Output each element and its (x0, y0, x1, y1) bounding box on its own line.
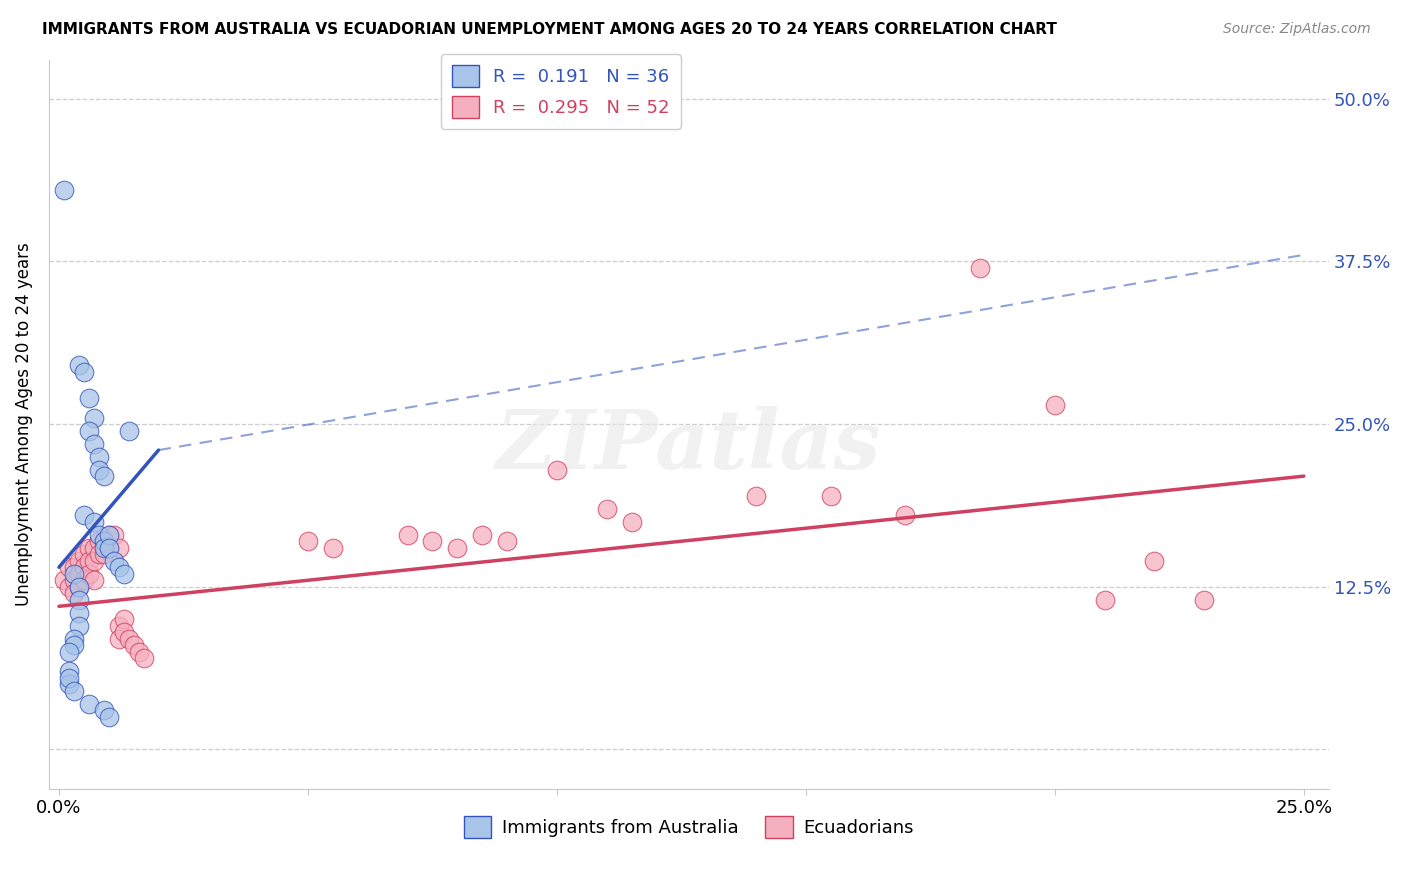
Point (58, 580, 80, 594)
Point (63, 684, 86, 698)
Point (117, 632, 139, 646)
Point (77, 541, 100, 555)
Point (132, 651, 155, 665)
Point (93, 534, 115, 549)
Point (128, 645, 150, 659)
Point (93, 534, 115, 549)
Point (93, 541, 115, 555)
Point (117, 424, 139, 438)
Point (77, 391, 100, 405)
Text: ZIPatlas: ZIPatlas (496, 406, 882, 486)
Point (67, 619, 90, 633)
Point (894, 508, 917, 523)
Point (97, 527, 120, 541)
Point (73, 574, 96, 588)
Point (107, 541, 129, 555)
Point (67, 566, 90, 581)
Point (63, 566, 86, 581)
Point (63, 574, 86, 588)
Point (83, 574, 105, 588)
Point (67, 554, 90, 568)
Point (97, 541, 120, 555)
Point (87, 450, 110, 464)
Point (63, 632, 86, 646)
Point (596, 501, 619, 516)
Point (58, 665, 80, 679)
Point (97, 541, 120, 555)
Point (546, 462, 568, 476)
Point (63, 560, 86, 574)
Point (422, 534, 444, 549)
Legend: Immigrants from Australia, Ecuadorians: Immigrants from Australia, Ecuadorians (457, 809, 921, 845)
Point (103, 527, 125, 541)
Point (67, 580, 90, 594)
Point (1143, 554, 1166, 568)
Point (77, 424, 100, 438)
Point (97, 710, 120, 724)
Point (63, 638, 86, 652)
Point (297, 534, 319, 549)
Point (97, 527, 120, 541)
Point (58, 671, 80, 685)
Point (112, 566, 135, 581)
Point (83, 554, 105, 568)
Point (93, 469, 115, 483)
Point (52, 183, 75, 197)
Point (87, 527, 110, 541)
Point (67, 359, 90, 373)
Point (83, 436, 105, 450)
Point (1094, 592, 1116, 607)
Point (107, 560, 129, 574)
Point (112, 625, 135, 640)
Point (67, 592, 90, 607)
Point (107, 632, 129, 646)
Point (87, 462, 110, 476)
Point (1194, 592, 1216, 607)
Point (745, 489, 768, 503)
Point (112, 612, 135, 626)
Point (58, 560, 80, 574)
Point (87, 534, 110, 549)
Point (396, 527, 419, 541)
Point (87, 547, 110, 561)
Point (496, 534, 519, 549)
Point (73, 508, 96, 523)
Point (73, 365, 96, 379)
Point (77, 554, 100, 568)
Point (107, 619, 129, 633)
Point (52, 574, 75, 588)
Point (73, 560, 96, 574)
Point (93, 547, 115, 561)
Text: IMMIGRANTS FROM AUSTRALIA VS ECUADORIAN UNEMPLOYMENT AMONG AGES 20 TO 24 YEARS C: IMMIGRANTS FROM AUSTRALIA VS ECUADORIAN … (42, 22, 1057, 37)
Point (1043, 398, 1066, 412)
Point (63, 586, 86, 600)
Point (83, 515, 105, 529)
Point (73, 547, 96, 561)
Point (122, 638, 145, 652)
Point (93, 703, 115, 717)
Point (83, 541, 105, 555)
Point (820, 489, 842, 503)
Y-axis label: Unemployment Among Ages 20 to 24 years: Unemployment Among Ages 20 to 24 years (15, 243, 32, 606)
Point (77, 566, 100, 581)
Point (58, 645, 80, 659)
Point (471, 527, 494, 541)
Point (969, 260, 991, 275)
Point (67, 580, 90, 594)
Point (67, 606, 90, 620)
Point (58, 677, 80, 691)
Point (77, 697, 100, 711)
Text: Source: ZipAtlas.com: Source: ZipAtlas.com (1223, 22, 1371, 37)
Point (83, 410, 105, 425)
Point (103, 554, 125, 568)
Point (620, 515, 643, 529)
Point (322, 541, 344, 555)
Point (446, 541, 468, 555)
